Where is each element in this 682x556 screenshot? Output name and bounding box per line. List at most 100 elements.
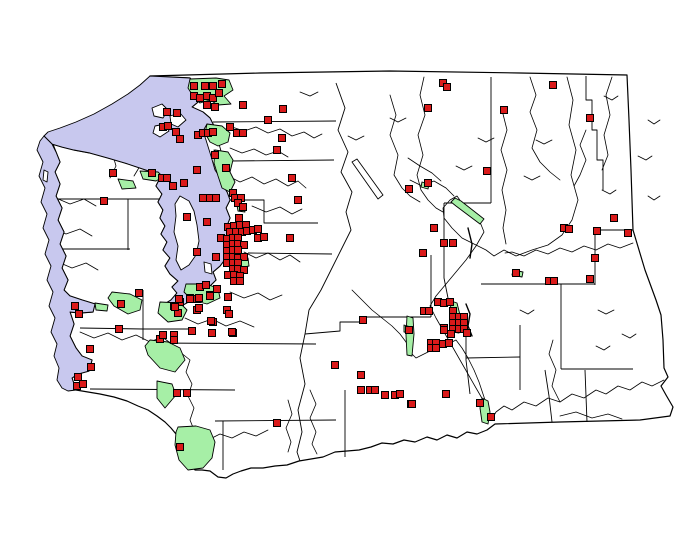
site-marker[interactable] <box>440 326 448 334</box>
site-marker[interactable] <box>186 295 194 303</box>
site-marker[interactable] <box>500 106 508 114</box>
site-marker[interactable] <box>175 295 183 303</box>
site-marker[interactable] <box>239 129 247 137</box>
site-marker[interactable] <box>74 373 82 381</box>
site-marker[interactable] <box>288 174 296 182</box>
site-marker[interactable] <box>188 327 196 335</box>
site-marker[interactable] <box>286 234 294 242</box>
site-marker[interactable] <box>396 390 404 398</box>
site-marker[interactable] <box>424 104 432 112</box>
site-marker[interactable] <box>476 399 484 407</box>
site-marker[interactable] <box>135 289 143 297</box>
site-marker[interactable] <box>371 386 379 394</box>
site-marker[interactable] <box>190 82 198 90</box>
site-marker[interactable] <box>430 224 438 232</box>
site-marker[interactable] <box>239 203 247 211</box>
site-marker[interactable] <box>176 443 184 451</box>
site-marker[interactable] <box>419 249 427 257</box>
site-marker[interactable] <box>170 336 178 344</box>
site-marker[interactable] <box>331 361 339 369</box>
site-marker[interactable] <box>463 329 471 337</box>
site-marker[interactable] <box>218 80 226 88</box>
site-marker[interactable] <box>550 277 558 285</box>
site-marker[interactable] <box>487 413 495 421</box>
site-marker[interactable] <box>115 325 123 333</box>
site-marker[interactable] <box>208 329 216 337</box>
site-marker[interactable] <box>586 114 594 122</box>
site-marker[interactable] <box>109 169 117 177</box>
site-marker[interactable] <box>169 182 177 190</box>
site-marker[interactable] <box>172 128 180 136</box>
site-marker[interactable] <box>163 108 171 116</box>
site-marker[interactable] <box>183 213 191 221</box>
site-marker[interactable] <box>225 310 233 318</box>
site-marker[interactable] <box>193 248 201 256</box>
site-marker[interactable] <box>278 134 286 142</box>
site-marker[interactable] <box>239 101 247 109</box>
site-marker[interactable] <box>264 116 272 124</box>
site-marker[interactable] <box>447 330 455 338</box>
site-marker[interactable] <box>586 275 594 283</box>
site-marker[interactable] <box>260 233 268 241</box>
site-marker[interactable] <box>226 123 234 131</box>
site-marker[interactable] <box>405 185 413 193</box>
site-marker[interactable] <box>164 122 172 130</box>
site-marker[interactable] <box>148 169 156 177</box>
site-marker[interactable] <box>425 307 433 315</box>
site-marker[interactable] <box>294 196 302 204</box>
site-marker[interactable] <box>176 135 184 143</box>
site-marker[interactable] <box>593 227 601 235</box>
site-marker[interactable] <box>222 164 230 172</box>
site-marker[interactable] <box>273 419 281 427</box>
site-marker[interactable] <box>446 298 454 306</box>
site-marker[interactable] <box>215 89 223 97</box>
site-marker[interactable] <box>273 146 281 154</box>
site-marker[interactable] <box>440 239 448 247</box>
site-marker[interactable] <box>211 151 219 159</box>
site-marker[interactable] <box>443 83 451 91</box>
site-marker[interactable] <box>196 94 204 102</box>
site-marker[interactable] <box>224 293 232 301</box>
site-marker[interactable] <box>180 179 188 187</box>
site-marker[interactable] <box>442 390 450 398</box>
site-marker[interactable] <box>445 339 453 347</box>
site-marker[interactable] <box>228 328 236 336</box>
site-marker[interactable] <box>405 326 413 334</box>
site-marker[interactable] <box>86 345 94 353</box>
site-marker[interactable] <box>512 269 520 277</box>
site-marker[interactable] <box>71 302 79 310</box>
site-marker[interactable] <box>432 344 440 352</box>
site-marker[interactable] <box>357 386 365 394</box>
site-marker[interactable] <box>206 292 214 300</box>
site-marker[interactable] <box>75 310 83 318</box>
site-marker[interactable] <box>591 254 599 262</box>
site-marker[interactable] <box>610 214 618 222</box>
site-marker[interactable] <box>209 94 217 102</box>
site-marker[interactable] <box>202 281 210 289</box>
site-marker[interactable] <box>163 174 171 182</box>
site-marker[interactable] <box>549 81 557 89</box>
site-marker[interactable] <box>624 229 632 237</box>
site-marker[interactable] <box>240 241 248 249</box>
site-marker[interactable] <box>201 82 209 90</box>
site-marker[interactable] <box>209 82 217 90</box>
site-marker[interactable] <box>212 253 220 261</box>
site-marker[interactable] <box>212 194 220 202</box>
site-marker[interactable] <box>359 316 367 324</box>
site-marker[interactable] <box>240 253 248 261</box>
site-marker[interactable] <box>211 103 219 111</box>
site-marker[interactable] <box>203 101 211 109</box>
site-marker[interactable] <box>203 218 211 226</box>
site-marker[interactable] <box>357 371 365 379</box>
site-marker[interactable] <box>193 166 201 174</box>
site-marker[interactable] <box>381 391 389 399</box>
site-marker[interactable] <box>207 317 215 325</box>
site-marker[interactable] <box>235 214 243 222</box>
site-marker[interactable] <box>483 167 491 175</box>
site-marker[interactable] <box>117 300 125 308</box>
site-marker[interactable] <box>279 105 287 113</box>
site-marker[interactable] <box>183 389 191 397</box>
site-marker[interactable] <box>408 400 416 408</box>
